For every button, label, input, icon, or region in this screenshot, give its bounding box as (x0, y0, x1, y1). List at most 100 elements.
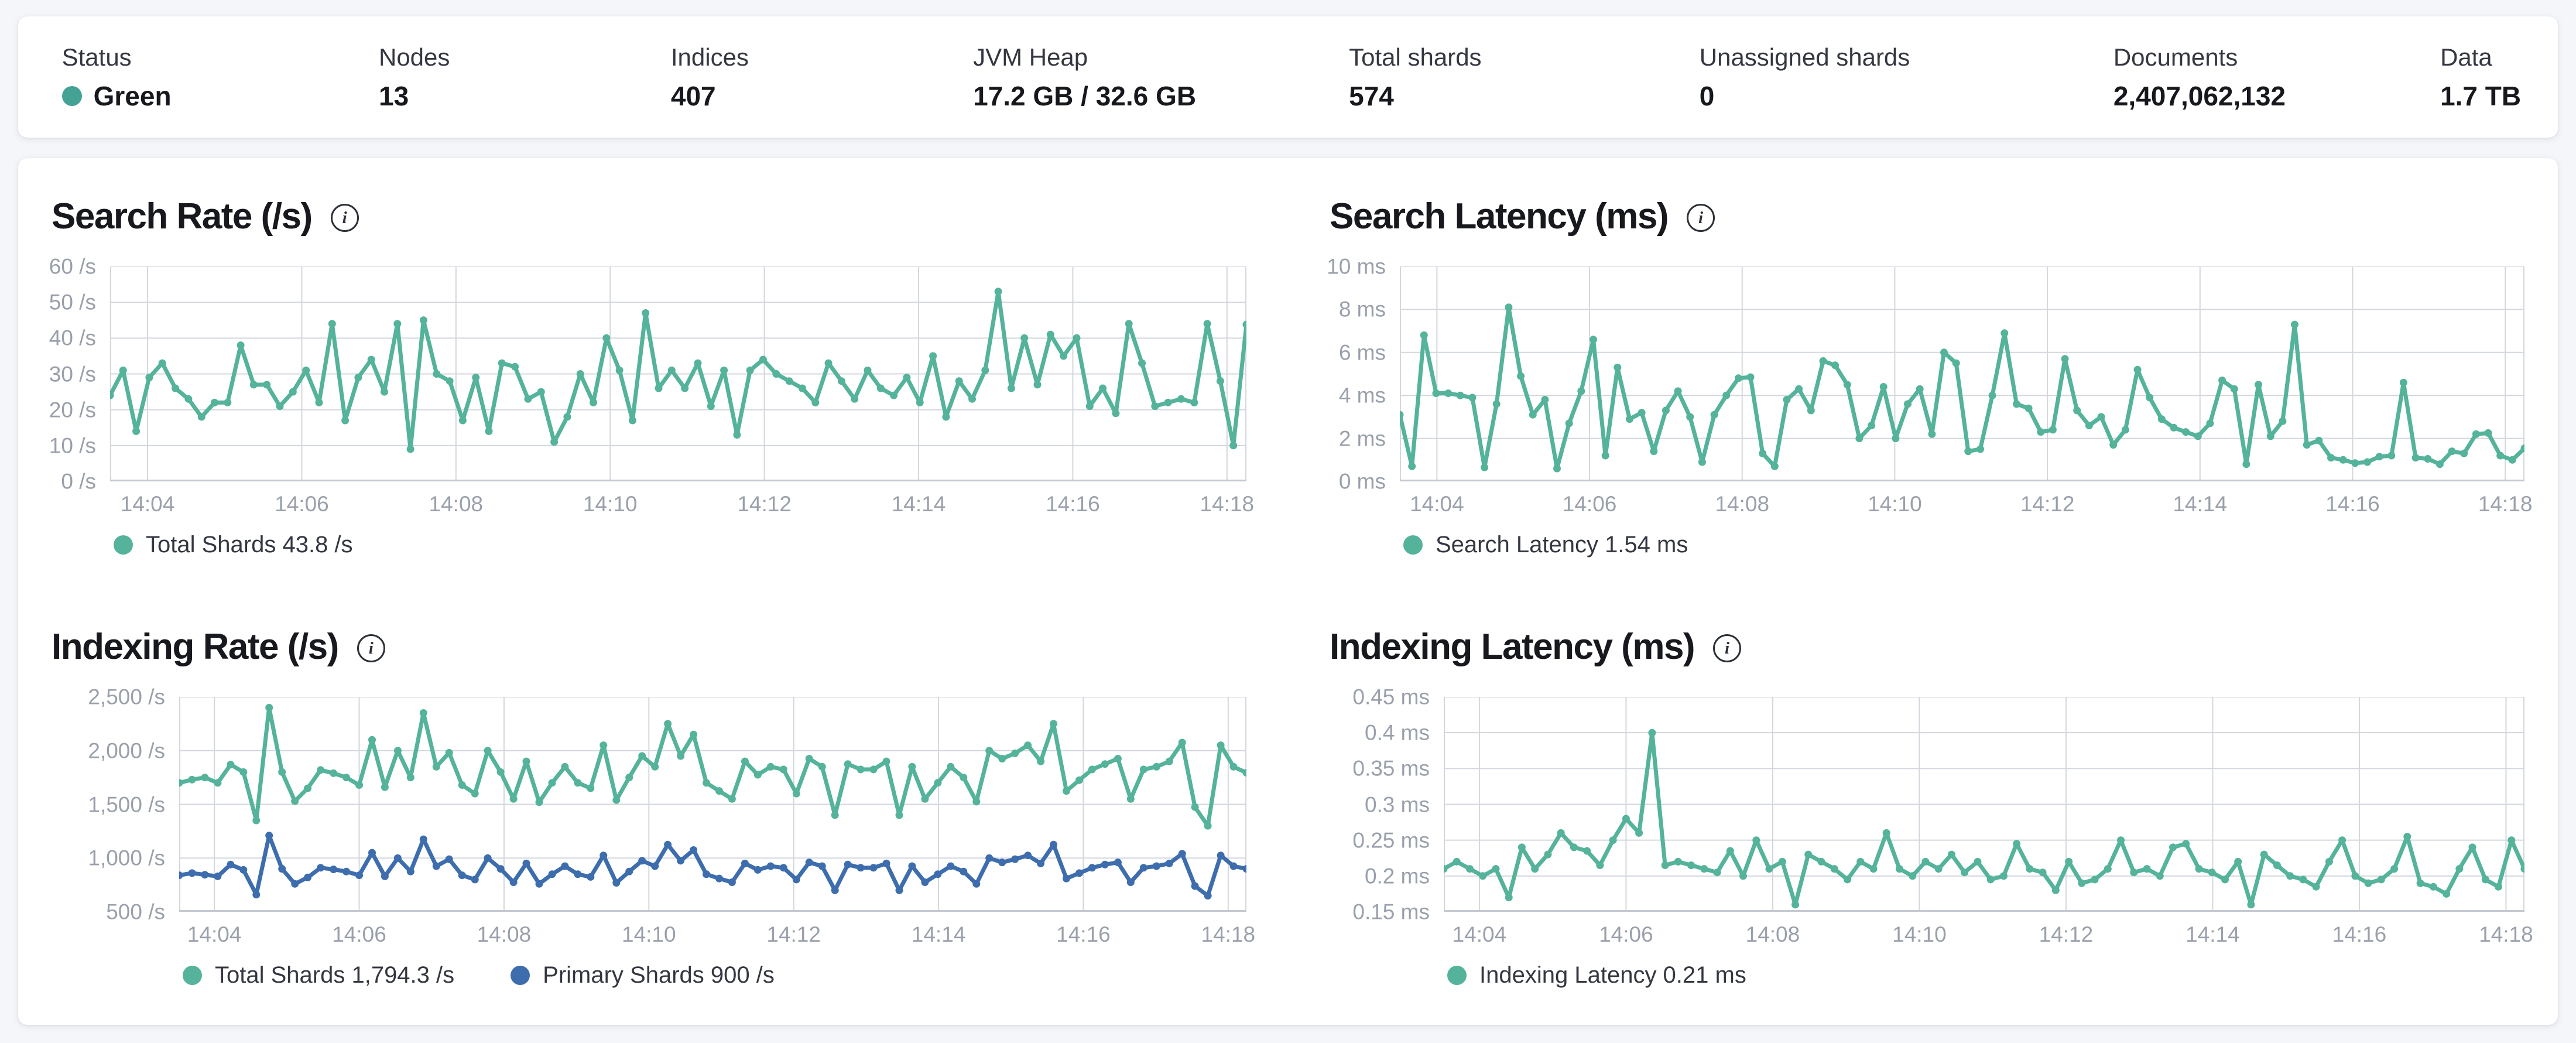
stat-label: Unassigned shards (1699, 43, 1910, 71)
stat-label: Indices (670, 43, 749, 71)
y-axis-label: 6 ms (1338, 340, 1386, 365)
legend-series-dot-icon (114, 535, 133, 555)
y-axis-label: 2 ms (1338, 426, 1386, 451)
stat-label: Data (2440, 43, 2492, 71)
x-axis-label: 14:18 (1200, 492, 1255, 516)
x-axis-label: 14:06 (1599, 922, 1653, 946)
x-axis-label: 14:04 (187, 922, 242, 946)
y-axis-label: 40 /s (49, 326, 96, 350)
x-axis-label: 14:06 (1562, 492, 1617, 516)
y-axis: 10 ms 8 ms 6 ms 4 ms 2 ms 0 ms (1327, 256, 1400, 556)
stat-indices: Indices 407 (671, 45, 749, 110)
x-axis-label: 14:08 (477, 922, 532, 946)
legend-series-dot-icon (1447, 965, 1467, 985)
x-axis: 14:04 14:06 14:08 14:10 14:12 14:14 14:16 14:18 (1444, 912, 2533, 948)
stat-value: Green (61, 83, 172, 110)
stat-label: Status (61, 43, 132, 71)
stat-value: 13 (378, 80, 409, 111)
y-axis-label: 0.3 ms (1364, 792, 1430, 816)
y-axis-label: 50 /s (49, 290, 96, 314)
stat-value: 1.7 TB (2440, 80, 2522, 111)
stat-label: JVM Heap (973, 43, 1088, 71)
y-axis-label: 0.45 ms (1352, 685, 1430, 709)
info-icon[interactable]: i (1686, 204, 1715, 232)
x-axis-label: 14:06 (275, 492, 329, 516)
x-axis-label: 14:06 (332, 922, 386, 946)
charts-grid: Search Rate (/s) i 60 /s 50 /s 40 /s 30 /s 2… (49, 191, 2533, 987)
plot-area[interactable] (1400, 266, 2524, 481)
chart-legend: Indexing Latency 0.21 ms (1447, 963, 2524, 987)
stat-total-shards: Total shards 574 (1349, 45, 1481, 110)
y-axis-label: 0.25 ms (1352, 828, 1430, 853)
x-axis: 14:04 14:06 14:08 14:10 14:12 14:14 14:16 14:18 (1400, 481, 2532, 518)
x-axis-label: 14:16 (2332, 922, 2387, 946)
legend-series-dot-icon (511, 965, 530, 985)
x-axis-label: 14:04 (120, 492, 175, 516)
y-axis: 60 /s 50 /s 40 /s 30 /s 20 /s 10 /s 0 /s (49, 256, 110, 556)
chart-indexing-latency: Indexing Latency (ms) i 0.45 ms 0.4 ms 0.3… (1330, 622, 2533, 987)
plot-area[interactable] (1444, 697, 2524, 912)
y-axis-label: 0 ms (1338, 469, 1386, 494)
chart-legend: Total Shards 43.8 /s (114, 533, 1246, 556)
stat-value: 574 (1349, 80, 1394, 111)
legend-item: Primary Shards 900 /s (511, 963, 775, 987)
x-axis-label: 14:12 (766, 922, 821, 946)
x-axis-label: 14:18 (2479, 922, 2533, 946)
chart-title: Indexing Rate (/s) (52, 627, 339, 667)
stat-value: 407 (670, 80, 716, 111)
chart-legend: Total Shards 1,794.3 /s Primary Shards 90… (183, 963, 1246, 987)
stat-status: Status Green (61, 43, 172, 110)
y-axis-label: 20 /s (49, 398, 96, 422)
y-axis-label: 0.35 ms (1352, 756, 1430, 781)
stat-documents: Documents 2,407,062,132 (2113, 45, 2286, 110)
stat-value: 17.2 GB / 32.6 GB (973, 80, 1197, 111)
plot-area[interactable] (179, 697, 1246, 912)
x-axis-label: 14:10 (622, 922, 676, 946)
stat-label: Nodes (378, 43, 450, 71)
chart-title: Search Latency (ms) (1330, 196, 1669, 237)
x-axis-label: 14:14 (2173, 492, 2228, 516)
legend-series-dot-icon (183, 965, 202, 985)
y-axis-label: 0.2 ms (1364, 864, 1430, 888)
y-axis-label: 30 /s (49, 362, 96, 386)
x-axis-label: 14:10 (583, 492, 638, 516)
legend-item: Search Latency 1.54 ms (1403, 533, 1688, 556)
x-axis-label: 14:08 (1745, 922, 1800, 946)
legend-series-dot-icon (1403, 535, 1423, 555)
x-axis-label: 14:18 (1201, 922, 1256, 946)
chart-indexing-rate: Indexing Rate (/s) i 2,500 /s 2,000 /s 1,5… (52, 622, 1255, 987)
y-axis-label: 8 ms (1338, 297, 1386, 322)
x-axis: 14:04 14:06 14:08 14:10 14:12 14:14 14:16 14:18 (110, 481, 1254, 518)
x-axis-label: 14:08 (1715, 492, 1770, 516)
stat-value: 2,407,062,132 (2113, 80, 2286, 111)
chart-title: Search Rate (/s) (52, 196, 313, 237)
y-axis-label: 1,500 /s (88, 792, 165, 816)
x-axis-label: 14:04 (1452, 922, 1507, 946)
y-axis-label: 60 /s (49, 254, 96, 279)
x-axis-label: 14:08 (429, 492, 484, 516)
info-icon[interactable]: i (1713, 634, 1742, 662)
x-axis-label: 14:12 (737, 492, 792, 516)
status-dot-icon (61, 86, 82, 106)
x-axis: 14:04 14:06 14:08 14:10 14:12 14:14 14:16 14:18 (179, 912, 1255, 948)
legend-label: Total Shards 43.8 /s (146, 532, 353, 558)
metrics-panel: Search Rate (/s) i 60 /s 50 /s 40 /s 30 /s 2… (18, 158, 2558, 1025)
info-icon[interactable]: i (330, 204, 359, 232)
y-axis-label: 500 /s (106, 900, 165, 924)
y-axis-label: 2,000 /s (88, 738, 165, 763)
legend-item: Total Shards 43.8 /s (114, 533, 353, 556)
x-axis-label: 14:16 (1046, 492, 1100, 516)
x-axis-label: 14:18 (2478, 492, 2533, 516)
info-icon[interactable]: i (357, 634, 385, 662)
cluster-summary-bar: Status Green Nodes 13 Indices 407 JVM Heap 17.2… (18, 16, 2558, 138)
legend-item: Total Shards 1,794.3 /s (183, 963, 454, 987)
x-axis-label: 14:10 (1892, 922, 1947, 946)
legend-label: Indexing Latency 0.21 ms (1479, 962, 1746, 988)
x-axis-label: 14:12 (2020, 492, 2075, 516)
stat-label: Documents (2113, 43, 2238, 71)
legend-label: Primary Shards 900 /s (543, 962, 775, 988)
plot-area[interactable] (110, 266, 1246, 481)
x-axis-label: 14:14 (2186, 922, 2240, 946)
y-axis-label: 0.4 ms (1364, 720, 1430, 745)
legend-label: Search Latency 1.54 ms (1436, 532, 1688, 558)
